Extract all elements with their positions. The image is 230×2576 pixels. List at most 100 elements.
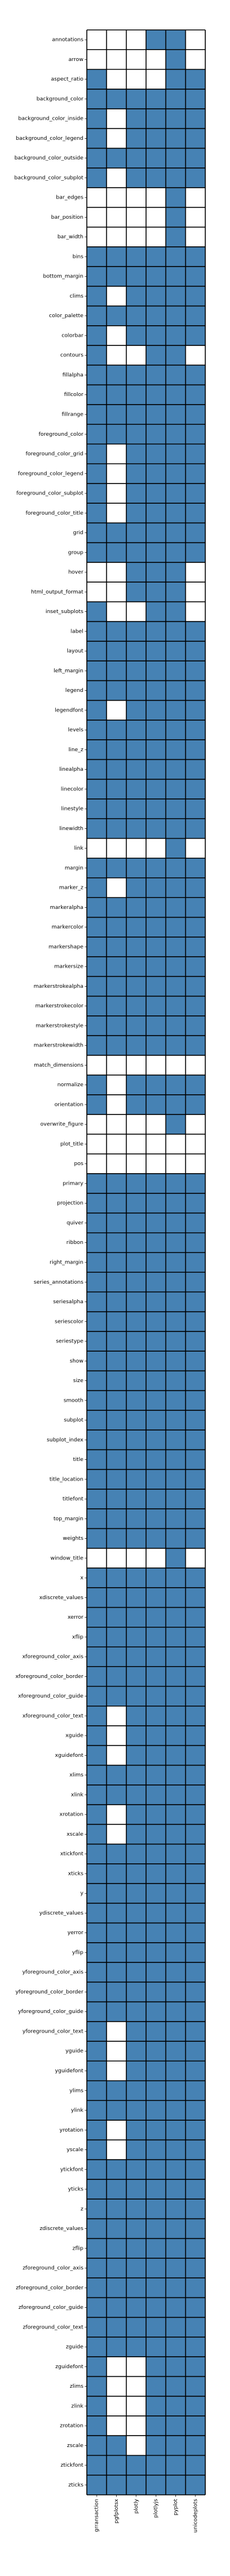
cell-foreground_color_subplot-plotly [126,483,146,504]
cell-annotations-plotly [126,30,146,50]
cell-fillalpha-pyplot [166,365,186,385]
cell-left_margin-plotlyjs [146,661,166,681]
cell-yforeground_color_axis-unicodeplots [185,1962,205,1983]
cell-linecolor-gr [87,779,107,799]
cell-z-plotly [126,2199,146,2219]
cell-margin-pgfplotsx [106,858,126,878]
cell-linestyle-unicodeplots [185,798,205,819]
cell-zdiscrete_values-unicodeplots [185,2219,205,2239]
attribute-label: projection [57,1200,83,1207]
cell-xerror-plotly [126,1607,146,1627]
cell-bottom_margin-pgfplotsx [106,267,126,287]
attribute-label: zforeground_color_text [23,2324,84,2330]
cell-yscale-plotly [126,2140,146,2160]
cell-xflip-plotlyjs [146,1627,166,1647]
cell-background_color_inside-pyplot [166,109,186,129]
cell-marker_z-plotlyjs [146,878,166,898]
cell-markerstrokestyle-unicodeplots [185,1015,205,1036]
attribute-label: title_location [49,1476,83,1482]
cell-zforeground_color_text-pyplot [166,2317,186,2337]
attribute-label: yguide [66,2048,83,2054]
cell-label-plotly [126,621,146,641]
cell-clims-unicodeplots [185,286,205,306]
cell-fillrange-pgfplotsx [106,404,126,425]
cell-foreground_color_subplot-plotlyjs [146,483,166,504]
cell-foreground_color_subplot-pgfplotsx [106,483,126,504]
cell-layout-gr [87,641,107,661]
cell-markerstrokewidth-gr [87,1036,107,1056]
cell-left_margin-plotly [126,661,146,681]
cell-group-pyplot [166,542,186,562]
cell-xlink-gr [87,1784,107,1805]
cell-zrotation-pgfplotsx [106,2415,126,2436]
cell-size-plotly [126,1371,146,1391]
attribute-label: ydiscrete_values [39,1910,83,1916]
cell-zrotation-gr [87,2415,107,2436]
cell-smooth-unicodeplots [185,1390,205,1410]
cell-colorbar-unicodeplots [185,325,205,346]
cell-markersize-gr [87,957,107,977]
cell-seriestype-unicodeplots [185,1331,205,1352]
cell-label-pgfplotsx [106,621,126,641]
cell-seriescolor-pgfplotsx [106,1311,126,1331]
cell-match_dimensions-pgfplotsx [106,1055,126,1075]
attribute-label: subplot_index [47,1437,83,1443]
cell-foreground_color_subplot-unicodeplots [185,483,205,504]
cell-markersize-plotly [126,957,146,977]
cell-yforeground_color_guide-unicodeplots [185,2002,205,2022]
cell-xforeground_color_guide-unicodeplots [185,1686,205,1706]
attribute-label: ribbon [67,1239,84,1246]
cell-markerstrokestyle-pgfplotsx [106,1015,126,1036]
cell-levels-pgfplotsx [106,720,126,740]
cell-bar_edges-plotly [126,188,146,208]
attribute-label: markerstrokestyle [36,1022,83,1029]
cell-zforeground_color_border-gr [87,2278,107,2298]
cell-right_margin-unicodeplots [185,1252,205,1273]
attribute-label: hover [68,569,84,576]
attribute-label: yticks [68,2186,83,2193]
cell-markerstrokealpha-plotly [126,976,146,996]
cell-xguidefont-plotly [126,1745,146,1765]
cell-grid-unicodeplots [185,523,205,543]
cell-top_margin-unicodeplots [185,1509,205,1529]
cell-weights-unicodeplots [185,1528,205,1548]
cell-zguide-pgfplotsx [106,2337,126,2357]
cell-ylink-pyplot [166,2100,186,2121]
cell-zforeground_color_axis-pgfplotsx [106,2258,126,2278]
attribute-label: levels [68,727,83,733]
attribute-label: xforeground_color_border [16,1673,83,1680]
cell-x-pyplot [166,1567,186,1588]
cell-zforeground_color_axis-plotlyjs [146,2258,166,2278]
cell-z-pyplot [166,2199,186,2219]
cell-foreground_color_grid-pyplot [166,444,186,464]
cell-xlink-unicodeplots [185,1784,205,1805]
cell-size-gr [87,1371,107,1391]
cell-foreground_color_legend-plotly [126,463,146,484]
cell-subplot-plotlyjs [146,1410,166,1430]
cell-label-plotlyjs [146,621,166,641]
cell-background_color-gr [87,89,107,109]
attribute-label: markerstrokewidth [34,1042,84,1049]
cell-xscale-pgfplotsx [106,1824,126,1844]
cell-legend-plotlyjs [146,680,166,701]
cell-foreground_color-unicodeplots [185,424,205,444]
cell-inset_subplots-pgfplotsx [106,602,126,622]
cell-xguidefont-gr [87,1745,107,1765]
cell-ytickfont-unicodeplots [185,2159,205,2179]
cell-aspect_ratio-gr [87,69,107,89]
attribute-label: yrotation [60,2127,84,2133]
cell-y-unicodeplots [185,1884,205,1904]
cell-link-plotlyjs [146,838,166,858]
cell-yforeground_color_guide-plotlyjs [146,2002,166,2022]
attribute-label: clims [70,293,83,299]
cell-yflip-plotly [126,1942,146,1963]
cell-xflip-pgfplotsx [106,1627,126,1647]
cell-foreground_color_legend-pgfplotsx [106,463,126,484]
cell-marker_z-unicodeplots [185,878,205,898]
cell-xlink-plotly [126,1784,146,1805]
cell-xguide-gr [87,1726,107,1746]
cell-bar_edges-pyplot [166,188,186,208]
cell-xguidefont-pgfplotsx [106,1745,126,1765]
cell-subplot_index-pyplot [166,1430,186,1450]
cell-z-pgfplotsx [106,2199,126,2219]
